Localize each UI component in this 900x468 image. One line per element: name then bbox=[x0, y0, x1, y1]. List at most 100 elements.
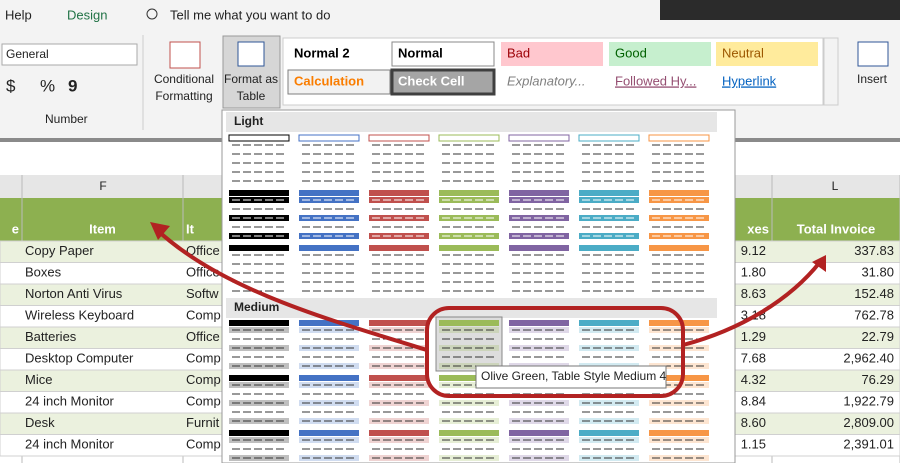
cell-style-label: Good bbox=[615, 45, 647, 60]
table-style[interactable] bbox=[439, 190, 499, 239]
table-style[interactable] bbox=[579, 430, 639, 461]
style-head bbox=[369, 375, 429, 381]
style-head bbox=[439, 375, 499, 381]
cell: Office bbox=[186, 329, 220, 344]
cell: 22.79 bbox=[861, 329, 894, 344]
table-style[interactable] bbox=[369, 190, 429, 239]
table-style[interactable] bbox=[509, 245, 569, 294]
style-head bbox=[299, 375, 359, 381]
table-style[interactable] bbox=[299, 375, 359, 424]
cell-style[interactable] bbox=[716, 70, 818, 94]
style-head bbox=[649, 375, 709, 381]
style-head bbox=[578, 134, 640, 142]
cell-style-label: Normal 2 bbox=[294, 45, 350, 60]
table-style[interactable] bbox=[299, 430, 359, 461]
cell: 24 inch Monitor bbox=[25, 394, 115, 409]
table-style[interactable] bbox=[508, 134, 570, 182]
table-header: e bbox=[12, 221, 19, 236]
cell-style[interactable] bbox=[501, 42, 603, 66]
cell: 2,391.01 bbox=[843, 437, 894, 452]
cell: 8.63 bbox=[741, 286, 766, 301]
style-head bbox=[229, 320, 289, 326]
cell-style-label: Bad bbox=[507, 45, 530, 60]
group-label: Number bbox=[45, 112, 88, 126]
cell: 152.48 bbox=[854, 286, 894, 301]
table-style[interactable] bbox=[369, 375, 429, 424]
symbol[interactable]: 9 bbox=[68, 76, 77, 95]
cell: 1.29 bbox=[741, 329, 766, 344]
table-style[interactable] bbox=[579, 190, 639, 239]
cell: Mice bbox=[25, 372, 52, 387]
cell-style-label: Calculation bbox=[294, 73, 364, 88]
search[interactable]: Tell me what you want to do bbox=[170, 7, 330, 22]
table-header: Item bbox=[89, 221, 116, 236]
cell: 2,962.40 bbox=[843, 351, 894, 366]
cell-style[interactable] bbox=[716, 42, 818, 66]
style-head bbox=[438, 134, 500, 142]
table-style[interactable] bbox=[369, 430, 429, 461]
cell: 2,809.00 bbox=[843, 415, 894, 430]
cell: Copy Paper bbox=[25, 243, 94, 258]
table-style[interactable] bbox=[578, 134, 640, 182]
table-header: Total Invoice bbox=[797, 221, 876, 236]
column-header: L bbox=[832, 179, 839, 193]
cell-style-label: Explanatory... bbox=[507, 73, 586, 88]
button-label[interactable]: Conditional bbox=[154, 72, 214, 86]
style-head bbox=[229, 375, 289, 381]
button-label[interactable]: Table bbox=[237, 89, 266, 103]
format-dropdown[interactable] bbox=[1, 43, 138, 66]
table-style[interactable] bbox=[299, 190, 359, 239]
style-head bbox=[368, 134, 430, 142]
cell-style[interactable] bbox=[501, 70, 603, 94]
symbol[interactable]: $ bbox=[6, 76, 16, 95]
table-style[interactable] bbox=[229, 430, 289, 461]
table-style[interactable] bbox=[435, 316, 503, 372]
cell-style[interactable] bbox=[391, 41, 495, 67]
button-label[interactable]: Insert bbox=[857, 72, 888, 86]
cell: Desk bbox=[25, 415, 55, 430]
table-style[interactable] bbox=[439, 245, 499, 294]
table-style[interactable] bbox=[229, 190, 289, 239]
cell-style[interactable] bbox=[609, 42, 711, 66]
scroll[interactable] bbox=[823, 37, 839, 106]
table-style[interactable] bbox=[229, 320, 289, 369]
style-head bbox=[649, 430, 709, 436]
tab[interactable]: Design bbox=[67, 7, 107, 22]
table-style[interactable] bbox=[579, 245, 639, 294]
cell: Boxes bbox=[25, 265, 62, 280]
cell-style[interactable] bbox=[287, 69, 391, 95]
table-style[interactable] bbox=[649, 430, 709, 461]
table-style[interactable] bbox=[649, 190, 709, 239]
table-style[interactable] bbox=[298, 134, 360, 182]
table-style[interactable] bbox=[228, 134, 290, 182]
cf-icon bbox=[169, 41, 201, 69]
table-style[interactable] bbox=[648, 134, 710, 182]
cell: Comp bbox=[186, 394, 221, 409]
cell: Softw bbox=[186, 286, 219, 301]
button-label[interactable]: Formatting bbox=[155, 89, 212, 103]
tooltip bbox=[475, 365, 667, 389]
cell: Comp bbox=[186, 372, 221, 387]
cell: Wireless Keyboard bbox=[25, 308, 134, 323]
table-style[interactable] bbox=[509, 430, 569, 461]
table-style[interactable] bbox=[299, 320, 359, 369]
button-label[interactable]: Format as bbox=[224, 72, 278, 86]
symbol[interactable]: % bbox=[40, 76, 55, 95]
table-style[interactable] bbox=[299, 245, 359, 294]
table-style[interactable] bbox=[229, 375, 289, 424]
style-head bbox=[579, 190, 639, 196]
cell: 76.29 bbox=[861, 372, 894, 387]
table-style[interactable] bbox=[438, 134, 500, 182]
cell-style[interactable] bbox=[288, 42, 390, 66]
tab[interactable]: Help bbox=[5, 7, 32, 22]
table-header: xes bbox=[747, 221, 769, 236]
table-style[interactable] bbox=[368, 134, 430, 182]
cell-style[interactable] bbox=[390, 68, 496, 96]
table-style[interactable] bbox=[369, 245, 429, 294]
cell: 762.78 bbox=[854, 308, 894, 323]
style-head bbox=[299, 245, 359, 251]
table-style[interactable] bbox=[649, 245, 709, 294]
table-style[interactable] bbox=[509, 190, 569, 239]
table-style[interactable] bbox=[439, 430, 499, 461]
cell-style[interactable] bbox=[609, 70, 711, 94]
